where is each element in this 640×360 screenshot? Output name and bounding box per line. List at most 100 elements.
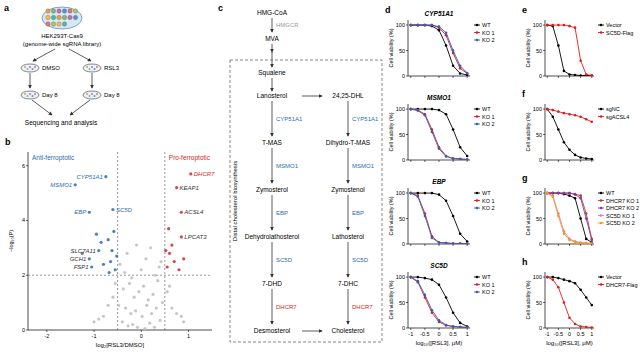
point [551,192,554,195]
y-axis-label: Cell viability (%) [525,112,531,151]
legend-label: WT [482,22,491,28]
enzyme: DHCR7 [276,304,297,310]
cell [51,9,55,13]
series-line [411,109,467,156]
panel-label: e [522,5,527,15]
legend-marker [600,214,603,217]
y-tick [543,50,545,51]
point [568,194,571,197]
legend-label: WT [606,190,615,196]
chart-title: EBP [432,178,446,185]
point [424,24,427,27]
arm-label: RSL3 [104,65,120,71]
point [585,242,588,244]
x-tick [558,244,559,246]
point [445,199,448,202]
y-tick [406,109,408,110]
point [452,242,455,244]
metabolite: 7-DHD [262,280,282,287]
y-tick [406,134,408,135]
point [579,289,582,292]
x-tick-label: 0 [140,333,143,339]
x-tick [410,244,411,246]
legend-label: KO 2 [482,37,495,43]
point [424,114,427,117]
enzyme: HMGCR [276,22,299,28]
point [563,192,566,195]
point [173,260,176,263]
chart-title: MSMO1 [427,94,451,101]
y-tick-label: 50 [399,300,405,306]
legend-label: DHCR7 KO 1 [606,198,639,204]
x-tick [46,330,47,332]
point [459,67,462,70]
y-tick [406,302,408,303]
cell [51,15,55,19]
y-tick-label: 6 [22,163,25,169]
dish [83,91,101,99]
cell [57,9,61,13]
point [117,304,120,307]
point [170,244,173,247]
legend-label: SC5D-Flag [606,30,633,36]
series-line [547,25,592,75]
legend-marker [476,291,479,294]
x-tick [558,76,559,78]
legend-swatch [598,208,604,209]
x-tick-label: -1 [92,333,97,339]
x-tick [591,76,592,78]
legend-marker [476,115,479,118]
point [551,115,554,118]
point [104,175,107,178]
x-tick [439,76,440,78]
point [574,197,577,200]
y-tick-label: 0 [22,327,25,333]
x-tick-label: -0.5 [420,331,429,337]
point [424,24,427,27]
x-tick-label: 1 [187,333,190,339]
x-tick [410,76,411,78]
point [579,242,582,244]
point [131,323,134,326]
y-axis-label: Cell viability (%) [525,196,531,235]
point [133,296,136,299]
point [557,192,560,195]
point [551,278,554,281]
point [585,326,588,328]
x-tick [453,328,454,330]
point [143,327,146,330]
y-axis-line [408,272,409,328]
legend-swatch [474,40,480,41]
gene-label: DHCR7 [194,171,215,177]
point [546,192,549,195]
enzyme: SC5D [276,257,293,263]
point [153,326,156,329]
metabolite: Dihydro-T-MAS [326,139,371,147]
time-label: Day 8 [42,92,58,98]
point [546,108,549,111]
point [431,237,434,240]
legend-swatch [474,292,480,293]
cell [24,93,26,95]
series-line [547,277,592,327]
plot-area [546,192,593,244]
series-line [547,109,592,159]
point [563,70,566,73]
point [417,109,420,112]
point [148,322,151,325]
y-tick [26,220,28,221]
pathway-box [230,60,382,342]
arrow [272,18,273,32]
y-tick [406,328,408,329]
point [546,192,549,195]
enzyme: CYP51A1 [352,116,379,122]
point [128,282,131,285]
dish [21,64,39,72]
point [141,315,144,318]
point [159,260,162,263]
legend-marker [600,207,603,210]
point [114,268,117,271]
point [579,197,582,200]
plot-area [410,24,469,76]
legend-marker [476,39,479,42]
